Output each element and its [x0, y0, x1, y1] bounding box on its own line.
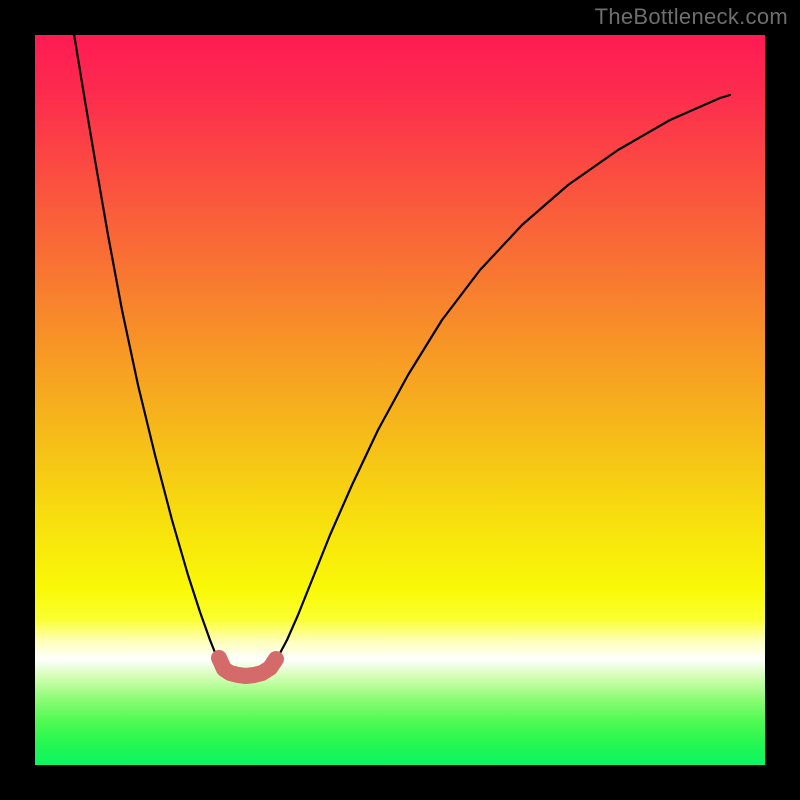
bottleneck-curve — [68, 35, 730, 675]
watermark-text: TheBottleneck.com — [595, 4, 788, 30]
chart-plot-area — [35, 35, 765, 765]
curve-trough-highlight — [219, 658, 276, 676]
curve-layer — [35, 35, 765, 765]
